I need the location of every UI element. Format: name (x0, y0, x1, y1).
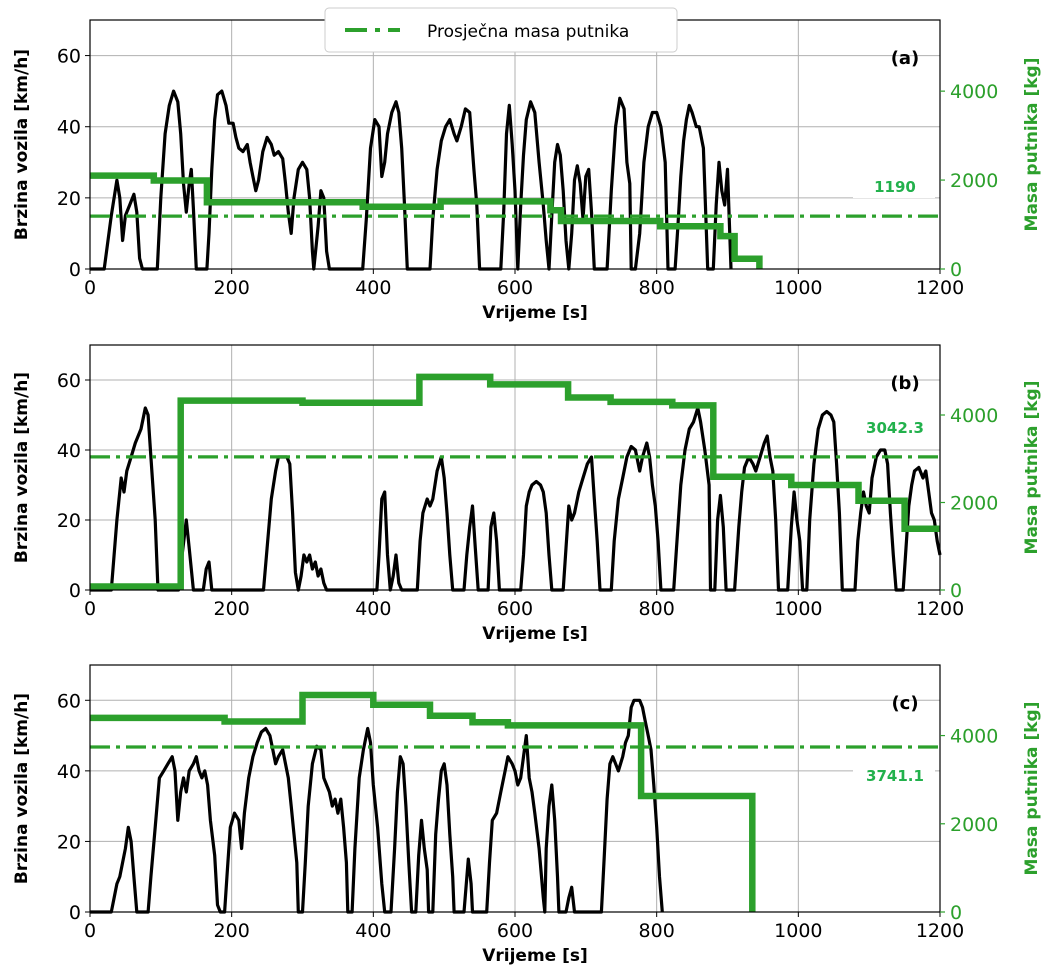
y2-axis-title: Masa putnika [kg] (1022, 381, 1042, 555)
y-axis-title: Brzina vozila [km/h] (12, 372, 32, 563)
y2-tick-label: 2000 (950, 170, 998, 192)
x-axis-title: Vrijeme [s] (482, 946, 588, 966)
x-tick-label: 0 (84, 920, 96, 942)
y-tick-label: 40 (57, 440, 81, 462)
x-tick-label: 800 (639, 277, 675, 299)
y-tick-label: 20 (57, 188, 81, 210)
y2-tick-label: 2000 (950, 493, 998, 515)
subplot-c: 0 200 400 600 800 1000 12000204060020004000Vri… (12, 664, 1042, 966)
y2-tick-label: 0 (950, 580, 962, 602)
x-tick-label: 400 (355, 920, 391, 942)
mass-series-step (90, 172, 763, 269)
x-tick-label: 200 (214, 277, 250, 299)
x-tick-label: 1000 (774, 598, 822, 620)
x-tick-label: 800 (639, 920, 675, 942)
x-tick-label: 1200 (916, 920, 964, 942)
x-tick-label: 0 (84, 277, 96, 299)
y-tick-label: 20 (57, 831, 81, 853)
x-tick-label: 1200 (916, 598, 964, 620)
average-label-bg (853, 414, 935, 439)
y2-axis-title: Masa putnika [kg] (1022, 58, 1042, 232)
x-tick-label: 400 (355, 598, 391, 620)
legend-label: Prosječna masa putnika (427, 22, 629, 42)
speed-series-line (90, 406, 942, 592)
y2-tick-label: 4000 (950, 81, 998, 103)
x-tick-label: 600 (497, 920, 533, 942)
y-tick-label: 60 (57, 690, 81, 712)
y-tick-label: 40 (57, 117, 81, 139)
x-tick-label: 1000 (774, 277, 822, 299)
x-tick-label: 0 (84, 598, 96, 620)
x-tick-label: 800 (639, 598, 675, 620)
y2-tick-label: 4000 (950, 726, 998, 748)
x-axis-title: Vrijeme [s] (482, 303, 588, 323)
y-tick-label: 20 (57, 510, 81, 532)
average-value-label: 1190 (874, 178, 916, 196)
mass-series-step (90, 691, 756, 912)
y-tick-label: 60 (57, 46, 81, 68)
average-label-bg (853, 762, 935, 787)
legend-box (324, 7, 678, 53)
x-tick-label: 1200 (916, 277, 964, 299)
y-axis-title: Brzina vozila [km/h] (12, 693, 32, 884)
x-tick-label: 600 (497, 277, 533, 299)
y2-tick-label: 4000 (950, 405, 998, 427)
y2-tick-label: 2000 (950, 814, 998, 836)
x-axis-title: Vrijeme [s] (482, 624, 588, 644)
x-tick-label: 200 (214, 598, 250, 620)
y-tick-label: 0 (69, 259, 81, 281)
y-tick-label: 60 (57, 370, 81, 392)
subplot-b: 0 200 400 600 800 1000 12000204060020004000Vri… (12, 344, 1042, 644)
panel-label: (a) (891, 48, 920, 69)
y-tick-label: 0 (69, 902, 81, 924)
subplot-a: 0 200 400 600 800 1000 12000204060020004000Vri… (12, 19, 1042, 323)
y-tick-label: 0 (69, 580, 81, 602)
x-tick-label: 400 (355, 277, 391, 299)
x-tick-label: 200 (214, 920, 250, 942)
legend: Prosječna masa putnika (324, 7, 678, 53)
panel-label: (c) (891, 693, 918, 714)
y2-tick-label: 0 (950, 259, 962, 281)
y-tick-label: 40 (57, 761, 81, 783)
average-label-bg (853, 174, 935, 199)
y-axis-title: Brzina vozila [km/h] (12, 49, 32, 240)
y2-axis-title: Masa putnika [kg] (1022, 702, 1042, 876)
average-value-label: 3741.1 (866, 767, 924, 785)
panel-label: (b) (890, 373, 919, 394)
x-tick-label: 600 (497, 598, 533, 620)
x-tick-label: 1000 (774, 920, 822, 942)
average-value-label: 3042.3 (866, 419, 924, 437)
y2-tick-label: 0 (950, 902, 962, 924)
speed-series-line (90, 698, 664, 914)
mass-series-step (90, 373, 940, 590)
